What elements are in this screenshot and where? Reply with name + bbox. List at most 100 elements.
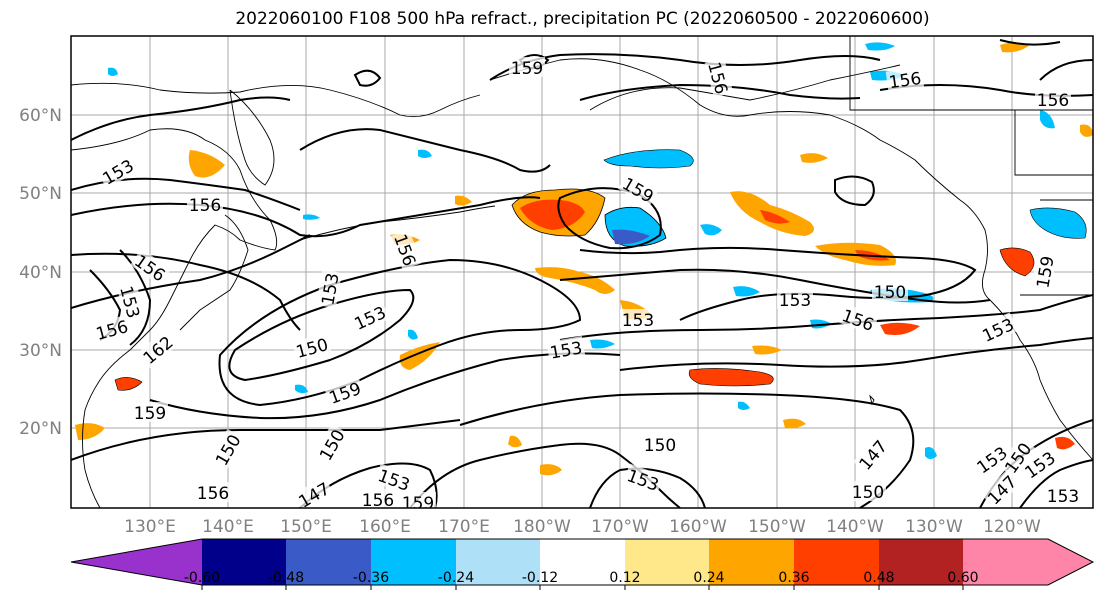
- contour-label-bg: [187, 194, 223, 214]
- colorbar-tick-label: -0.24: [438, 570, 474, 586]
- contour-label: 150: [872, 281, 908, 303]
- colorbar-segment: [879, 539, 963, 585]
- contour-line: [71, 419, 461, 461]
- contour-line: [218, 258, 582, 407]
- contour-label-text: 156: [362, 491, 394, 511]
- latitude-label: 50°N: [19, 184, 62, 204]
- contour-label-bg: [96, 153, 139, 189]
- contour-label-bg: [977, 312, 1019, 346]
- coastline-siberia: [71, 82, 481, 118]
- contour-label: 153: [546, 336, 586, 364]
- contour-label: 150: [850, 481, 886, 503]
- precip-patch: [612, 229, 650, 245]
- contour-label-bg: [374, 463, 415, 495]
- contour-label-bg: [1018, 445, 1060, 483]
- colorbar-extend-high: [963, 539, 1093, 585]
- contour-label-text: 159: [511, 59, 543, 79]
- coastline-kamchatka: [229, 89, 275, 186]
- latitude-label: 40°N: [19, 263, 62, 283]
- island-hawaii: [869, 394, 875, 406]
- contour-label: 159: [509, 57, 545, 79]
- contour-label-text: 153: [622, 311, 654, 331]
- coastline-asia: [71, 128, 278, 508]
- contour-label-bg: [1045, 485, 1081, 505]
- longitude-label: 170°E: [438, 517, 490, 537]
- precip-patch: [540, 464, 562, 476]
- precip-patch: [700, 224, 722, 236]
- colorbar-tick-label: -0.60: [184, 570, 220, 586]
- contour-label-bg: [292, 476, 335, 508]
- contour-line: [71, 196, 541, 238]
- longitude-label: 180°W: [513, 517, 571, 537]
- contour-line: [119, 249, 152, 346]
- longitude-label: 160°W: [669, 517, 727, 537]
- contour-label-bg: [838, 303, 879, 335]
- colorbar-tick-label: -0.36: [353, 570, 389, 586]
- contour-label-text: 159: [134, 404, 166, 424]
- colorbar-segment: [625, 539, 709, 585]
- precip-patch: [188, 150, 225, 178]
- colorbar-segment: [202, 539, 286, 585]
- longitude-label: 130°E: [124, 517, 176, 537]
- colorbar-segment: [540, 539, 625, 585]
- contour-line: [459, 392, 915, 508]
- contour-label-bg: [509, 57, 545, 77]
- contour-label: 153: [620, 309, 656, 331]
- colorbar-tick-label: -0.12: [522, 570, 558, 586]
- contour-label-bg: [704, 57, 734, 98]
- precip-patch: [738, 401, 750, 410]
- contour-label-bg: [116, 281, 146, 322]
- contour-label-bg: [850, 481, 886, 501]
- contour-label-bg: [1035, 89, 1071, 109]
- colorbar-first-segment: [71, 539, 202, 585]
- longitude-label: 150°E: [280, 517, 332, 537]
- contour-label-bg: [642, 434, 678, 454]
- latitude-label: 60°N: [19, 106, 62, 126]
- colorbar-tick-label: 0.48: [863, 570, 894, 586]
- longitude-labels: 130°E 140°E 150°E 160°E 170°E 180°W 170°W 160°W…: [124, 517, 1041, 537]
- contour-label-bg: [981, 469, 1022, 508]
- contour-label-bg: [390, 229, 422, 270]
- contour-label-bg: [885, 66, 925, 92]
- contour-label-bg: [853, 434, 892, 475]
- colorbar-segment: [286, 539, 371, 585]
- contour-label-bg: [313, 423, 349, 466]
- contour-line: [71, 96, 291, 141]
- contour-label-bg: [137, 330, 178, 369]
- precip-patch: [1080, 124, 1093, 137]
- contour-line: [1039, 59, 1093, 81]
- precip-patch: [590, 339, 615, 349]
- contour-label-bg: [546, 336, 586, 362]
- contour-line: [834, 175, 875, 207]
- colorbar-segment: [456, 539, 540, 585]
- precip-patch: [865, 42, 895, 51]
- latitude-label: 20°N: [19, 419, 62, 439]
- precip-patch: [752, 345, 782, 355]
- longitude-label: 120°W: [983, 517, 1041, 537]
- precip-patch: [508, 435, 522, 448]
- longitude-label: 150°W: [748, 517, 806, 537]
- precip-patch: [999, 247, 1035, 277]
- colorbar-tick-label: 0.12: [609, 570, 640, 586]
- precip-patch: [303, 214, 320, 220]
- contour-label-bg: [132, 402, 168, 422]
- contour-label: 147: [853, 434, 892, 475]
- colorbar-tick-label: 0.36: [778, 570, 809, 586]
- contour-label: 153: [777, 289, 813, 311]
- contour-label: 156: [1035, 89, 1071, 111]
- contour-line: [999, 39, 1061, 46]
- contour-label-bg: [400, 492, 436, 508]
- precip-patch: [1055, 436, 1075, 450]
- latitude-labels: 60°N 50°N 40°N 30°N 20°N: [19, 106, 62, 439]
- precip-patch: [733, 286, 760, 297]
- colorbar-segment: [709, 539, 794, 585]
- colorbar-tick-label: 0.60: [947, 570, 978, 586]
- precip-patch: [455, 195, 472, 206]
- contour-line: [353, 69, 382, 87]
- contour-label-text: 153: [1047, 487, 1079, 507]
- longitude-label: 140°E: [202, 517, 254, 537]
- contour-label-bg: [349, 300, 391, 334]
- colorbar-outline: [70, 538, 1095, 586]
- contour-label-text: 153: [779, 291, 811, 311]
- contour-label-bg: [130, 248, 172, 286]
